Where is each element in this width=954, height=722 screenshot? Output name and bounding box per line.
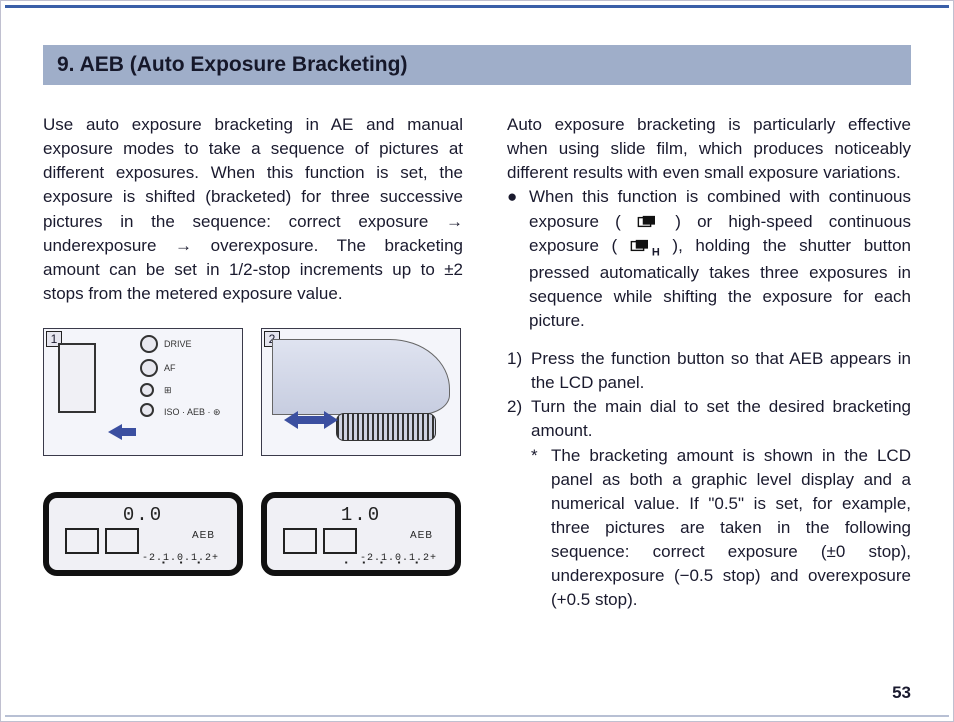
lcd-1-frame-icon-1	[65, 528, 99, 554]
step-2: 2) Turn the main dial to set the desired…	[507, 395, 911, 443]
af-dial-icon	[140, 359, 158, 377]
lcd-1-frame-icon-2	[105, 528, 139, 554]
af-label: AF	[164, 363, 176, 373]
drive-label: DRIVE	[164, 339, 192, 349]
lcd-2-frame-icon-1	[283, 528, 317, 554]
note-asterisk-icon: *	[531, 444, 551, 613]
lcd-panel-1: 0.0 AEB -2.1.0.1.2+ ▪ ▪ ▪	[43, 492, 243, 576]
continuous-exposure-icon	[637, 215, 659, 229]
step-2-text: Turn the main dial to set the desired br…	[531, 395, 911, 443]
lcd-1-aeb-label: AEB	[192, 530, 215, 541]
figure-row-1: 1 DRIVE AF ⊞ ISO · AEB · ⊛	[43, 328, 463, 456]
manual-page: 9. AEB (Auto Exposure Bracketing) Use au…	[1, 1, 953, 642]
figure-2-main-dial-icon	[336, 413, 436, 441]
lcd-2-value: 1.0	[267, 504, 455, 526]
step-2-number: 2)	[507, 395, 531, 443]
figure-2-camera-body	[272, 339, 450, 415]
bullet-item: ● When this function is combined with co…	[507, 185, 911, 333]
step-1: 1) Press the function button so that AEB…	[507, 347, 911, 395]
figure-1-dials	[140, 335, 158, 423]
left-column: Use auto exposure bracketing in AE and m…	[43, 113, 463, 612]
iso-aeb-label: ISO · AEB · ⊛	[164, 407, 221, 418]
drive-dial-icon	[140, 335, 158, 353]
lcd-row: 0.0 AEB -2.1.0.1.2+ ▪ ▪ ▪ 1.0 AEB -2.1.0…	[43, 492, 463, 576]
page-number: 53	[892, 683, 911, 703]
mode-label: ⊞	[164, 385, 172, 396]
note-text: The bracketing amount is shown in the LC…	[551, 444, 911, 613]
figure-1-arrow-icon	[108, 424, 122, 440]
right-intro-paragraph: Auto exposure bracketing is particularly…	[507, 113, 911, 185]
lcd-2-frame-icon-2	[323, 528, 357, 554]
right-column: Auto exposure bracketing is particularly…	[507, 113, 911, 612]
figure-1: 1 DRIVE AF ⊞ ISO · AEB · ⊛	[43, 328, 243, 456]
high-speed-continuous-icon	[630, 239, 652, 253]
bottom-rule	[5, 715, 949, 717]
figure-2: 2	[261, 328, 461, 456]
top-rule	[5, 5, 949, 8]
lcd-1-value: 0.0	[49, 504, 237, 526]
section-heading: 9. AEB (Auto Exposure Bracketing)	[57, 53, 897, 77]
left-intro-paragraph: Use auto exposure bracketing in AE and m…	[43, 113, 463, 306]
lcd-1-ticks: ▪ ▪ ▪	[161, 559, 205, 568]
section-heading-bar: 9. AEB (Auto Exposure Bracketing)	[43, 45, 911, 85]
lcd-2-ticks: ▪ ▪ ▪ ▪ ▪	[344, 559, 423, 568]
bullet-dot-icon: ●	[507, 185, 529, 333]
two-column-layout: Use auto exposure bracketing in AE and m…	[43, 113, 911, 612]
high-speed-suffix: H	[652, 246, 660, 258]
mode-dial-icon	[140, 383, 154, 397]
figure-1-lcd-outline	[58, 343, 96, 413]
lcd-2-aeb-label: AEB	[410, 530, 433, 541]
bullet-text: When this function is combined with cont…	[529, 185, 911, 333]
figure-2-double-arrow-icon	[284, 411, 338, 429]
lcd-panel-2: 1.0 AEB -2.1.0.1.2+ ▪ ▪ ▪ ▪ ▪	[261, 492, 461, 576]
step-1-number: 1)	[507, 347, 531, 395]
step-1-text: Press the function button so that AEB ap…	[531, 347, 911, 395]
iso-aeb-dial-icon	[140, 403, 154, 417]
step-2-note: * The bracketing amount is shown in the …	[531, 444, 911, 613]
